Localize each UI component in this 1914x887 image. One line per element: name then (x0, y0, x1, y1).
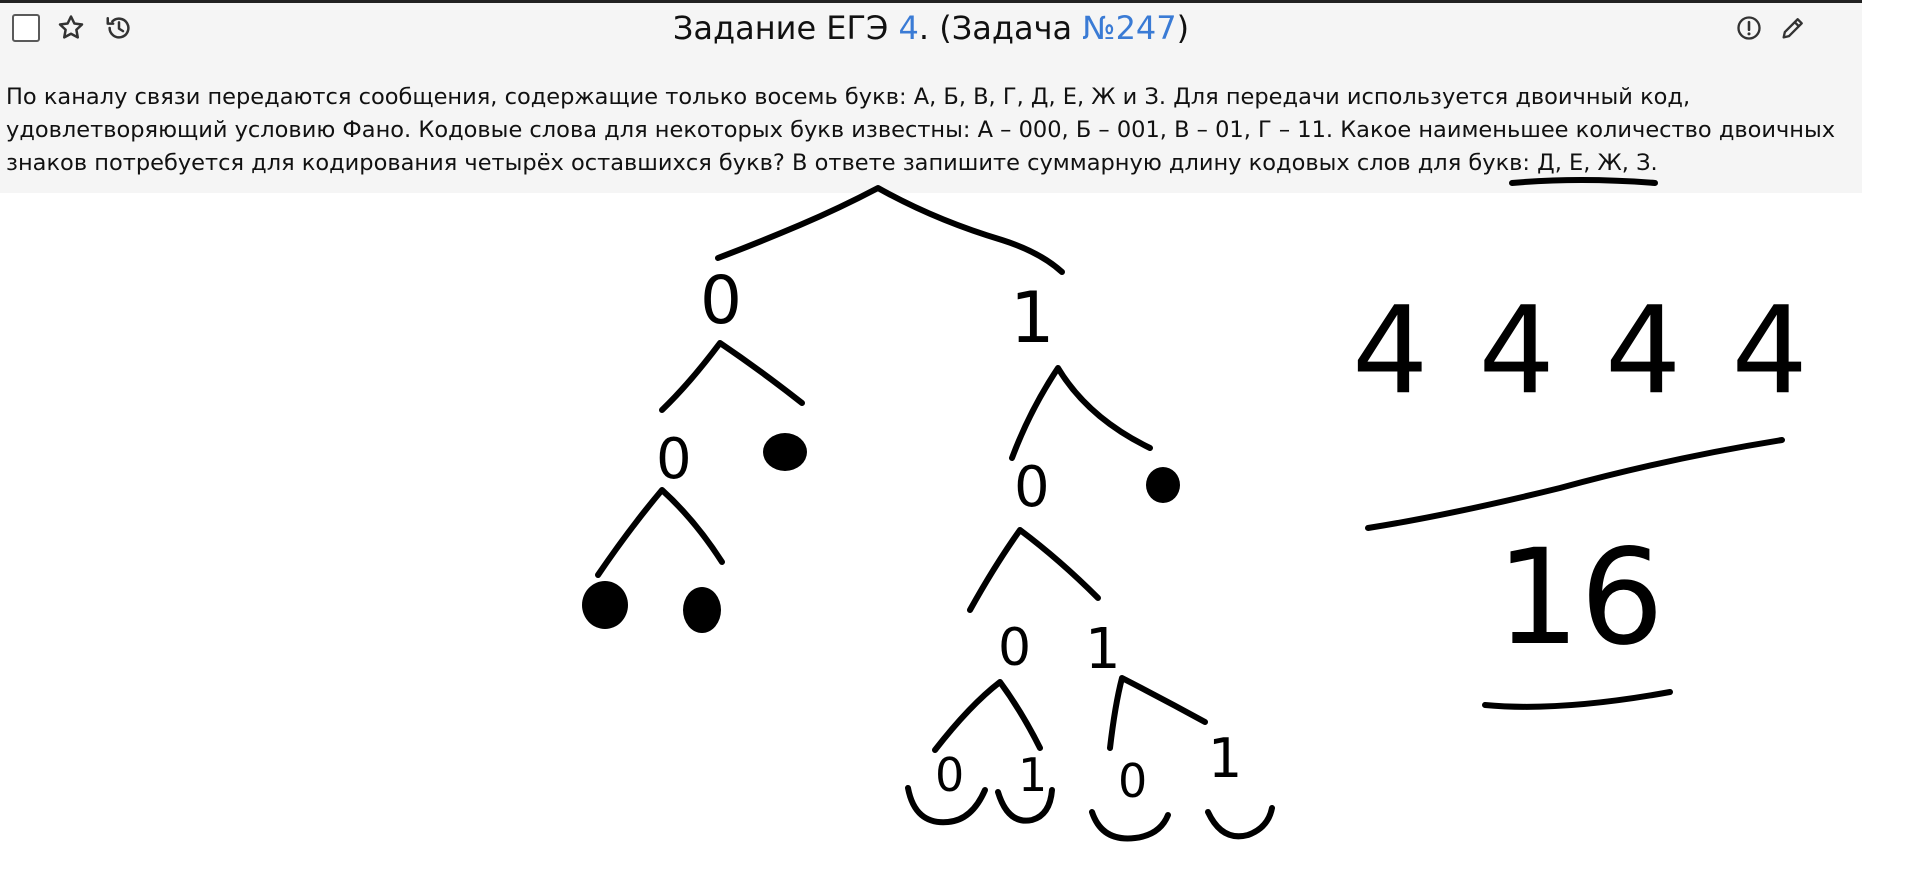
toolbar-left (12, 11, 136, 45)
problem-letters: Д, Е, Ж, З. (1537, 150, 1658, 176)
problem-number-link[interactable]: №247 (1082, 9, 1177, 47)
report-icon[interactable] (1732, 11, 1766, 45)
title-middle: . (Задача (918, 9, 1083, 47)
tree-label-root-right: 1 (1010, 277, 1055, 359)
scribble-dot-2 (1146, 467, 1180, 503)
left-branches (659, 340, 805, 413)
tree-label-leaf-3: 0 (1118, 754, 1148, 808)
page-title: Задание ЕГЭ 4. (Задача №247) (0, 7, 1862, 49)
task-number-link[interactable]: 4 (898, 9, 919, 47)
scribble-dot-1 (763, 433, 807, 471)
answer-value: 16 (1496, 521, 1664, 675)
root-branches (715, 185, 1065, 275)
right-left-branches (967, 527, 1101, 613)
scribble-dot-3 (582, 581, 628, 629)
edit-icon[interactable] (1776, 11, 1810, 45)
rl-right-branches (1107, 675, 1208, 751)
tree-label-l-left: 0 (656, 427, 692, 492)
rl-left-branches (932, 679, 1043, 753)
select-checkbox[interactable] (12, 14, 40, 42)
tree-label-root-left: 0 (700, 262, 742, 339)
code-lengths: 4 4 4 4 (1352, 282, 1814, 421)
tree-label-leaf-1: 0 (935, 748, 965, 802)
problem-text: По каналу связи передаются сообщения, со… (6, 81, 1856, 180)
tree-label-leaf-4: 1 (1208, 727, 1243, 790)
right-branches (1009, 365, 1153, 461)
leaf-arc-4 (1205, 805, 1275, 840)
tree-label-rl-right: 1 (1085, 617, 1121, 682)
leaf-arc-3 (1089, 809, 1171, 842)
problem-statement: По каналу связи передаются сообщения, со… (6, 84, 1836, 176)
title-prefix: Задание ЕГЭ (672, 9, 899, 47)
top-divider (0, 0, 1862, 3)
fraction-line (1365, 437, 1785, 531)
tree-label-leaf-2: 1 (1018, 748, 1048, 802)
toolbar-right (1732, 11, 1810, 45)
tree-label-rl-left: 0 (998, 618, 1032, 678)
history-icon[interactable] (102, 11, 136, 45)
problem-panel: Задание ЕГЭ 4. (Задача №247) По каналу с… (0, 3, 1862, 193)
title-suffix: ) (1176, 9, 1190, 47)
tree-label-r-left: 0 (1014, 455, 1050, 520)
star-icon[interactable] (54, 11, 88, 45)
left-left-branches (595, 487, 725, 578)
answer-underline-16 (1482, 689, 1673, 710)
scribble-dot-4 (683, 587, 721, 633)
